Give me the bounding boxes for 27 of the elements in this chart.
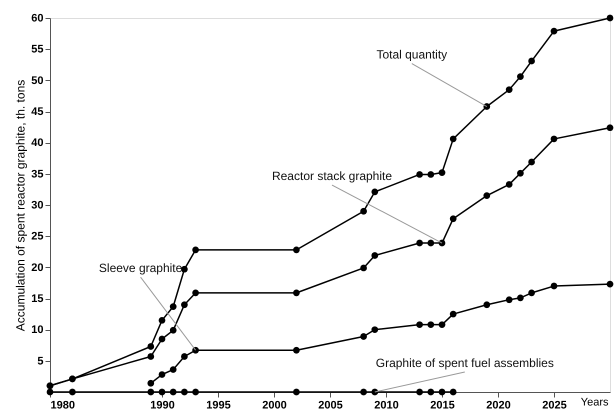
x-tick-label: 2010	[374, 400, 399, 410]
y-tick-label: 30	[31, 200, 44, 212]
x-tick-label: 2000	[262, 400, 287, 410]
x-tick-label: 2020	[486, 400, 511, 410]
y-tick-label: 5	[37, 355, 44, 368]
y-axis-title: Accumulation of spent reactor graphite, th. tons	[13, 80, 28, 332]
y-tick-label: 10	[31, 324, 44, 336]
x-tick-label: 1980	[50, 400, 75, 410]
y-tick-label: 20	[31, 262, 44, 274]
x-tick-label: 2015	[430, 400, 455, 410]
y-tick-label: 40	[31, 137, 44, 150]
text: Reactor stack graphite	[272, 169, 392, 184]
series-label: Graphite of spent fuel assemblies	[376, 356, 554, 370]
y-tick-label: 15	[31, 293, 44, 305]
text: Total quantity	[376, 48, 448, 62]
y-tick-label: 45	[31, 106, 44, 118]
y-tick-label: 55	[31, 44, 44, 56]
y-tick-label: 35	[31, 168, 44, 180]
x-tick-label: 2005	[318, 400, 343, 410]
x-tick-label: 2025	[542, 400, 567, 410]
y-tick-label: 60	[31, 12, 44, 24]
x-tick-label: 1990	[150, 400, 175, 410]
x-tick-label: 1995	[206, 400, 231, 410]
x-axis-title: Years	[580, 396, 609, 408]
y-tick-label: 50	[31, 74, 44, 87]
text: Sleeve graphite	[98, 261, 183, 276]
y-tick-label: 25	[31, 230, 44, 243]
